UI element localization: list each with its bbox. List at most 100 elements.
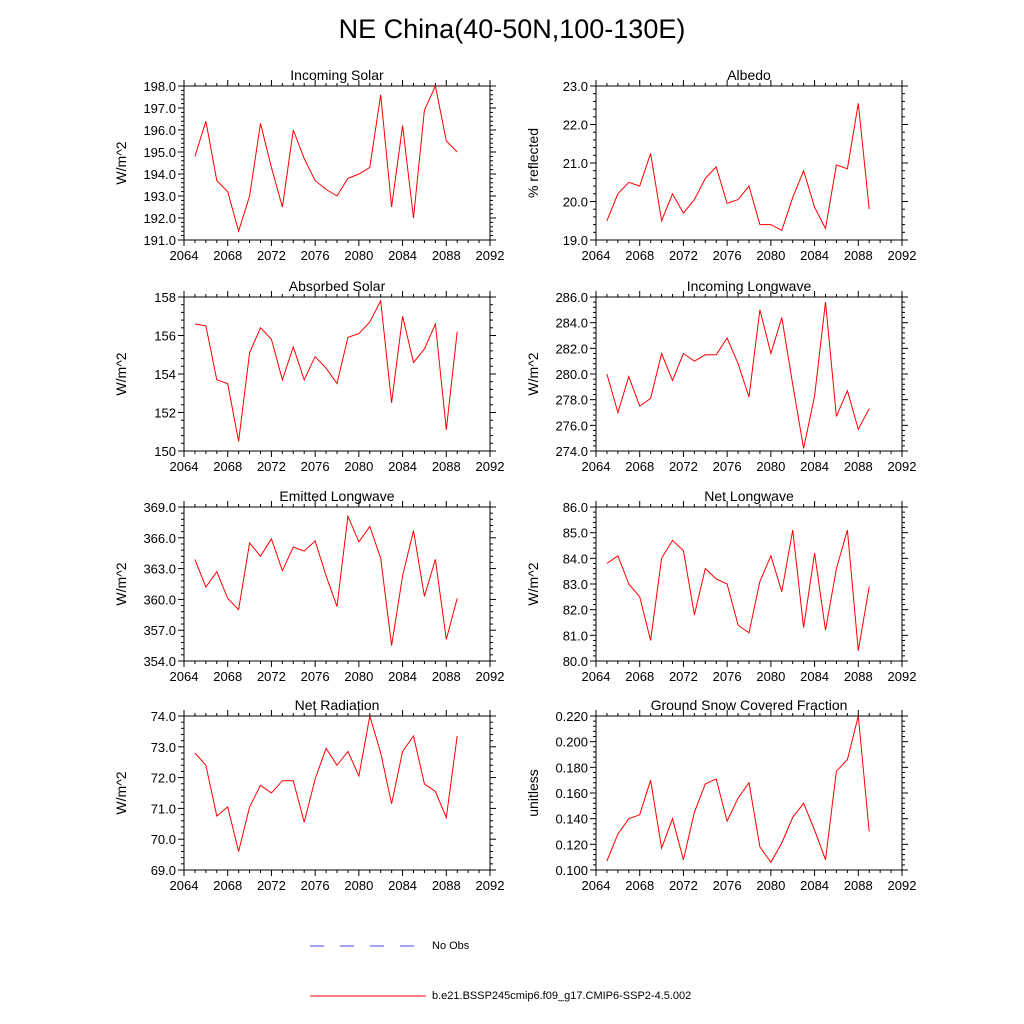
incoming-longwave-xtick-label: 2088 bbox=[844, 459, 873, 474]
incoming-solar-xtick-label: 2068 bbox=[213, 248, 242, 263]
legend-model-line bbox=[310, 995, 426, 997]
incoming-solar-ytick-label: 192.0 bbox=[143, 211, 176, 226]
net-longwave-ytick-label: 85.0 bbox=[563, 526, 588, 541]
net-radiation-panel: 2064 2068 2072 2076 2080 2084 2088 2092 69.0 70.0… bbox=[113, 697, 504, 893]
incoming-solar-ytick-label: 194.0 bbox=[143, 167, 176, 182]
incoming-solar-ytick-label: 195.0 bbox=[143, 145, 176, 160]
incoming-longwave-panel: 2064 2068 2072 2076 2080 2084 2088 2092 274.0 276… bbox=[525, 278, 916, 474]
page-title: NE China(40-50N,100-130E) bbox=[338, 14, 686, 44]
emitted-longwave-ytick-label: 357.0 bbox=[143, 623, 176, 638]
incoming-longwave-xtick-label: 2072 bbox=[669, 459, 698, 474]
incoming-longwave-xtick-label: 2092 bbox=[888, 459, 917, 474]
ground-snow-covered-fraction-ylabel: unitless bbox=[525, 769, 541, 816]
albedo-xtick-label: 2072 bbox=[669, 248, 698, 263]
emitted-longwave-xtick-label: 2072 bbox=[257, 669, 286, 684]
net-longwave-xtick-label: 2076 bbox=[713, 669, 742, 684]
emitted-longwave-ytick-label: 360.0 bbox=[143, 592, 176, 607]
net-radiation-ytick-label: 70.0 bbox=[151, 832, 176, 847]
emitted-longwave-ytick-label: 354.0 bbox=[143, 654, 176, 669]
albedo-xtick-label: 2092 bbox=[888, 248, 917, 263]
absorbed-solar-xtick-label: 2088 bbox=[432, 459, 461, 474]
absorbed-solar-panel: 2064 2068 2072 2076 2080 2084 2088 2092 150 152 15… bbox=[113, 278, 504, 474]
incoming-longwave-ytick-label: 278.0 bbox=[555, 393, 588, 408]
emitted-longwave-frame bbox=[183, 506, 491, 662]
absorbed-solar-xtick-label: 2080 bbox=[344, 459, 373, 474]
albedo-xtick-label: 2064 bbox=[582, 248, 611, 263]
ground-snow-covered-fraction-ytick-label: 0.160 bbox=[555, 786, 588, 801]
net-longwave-xtick-label: 2084 bbox=[800, 669, 829, 684]
emitted-longwave-ytick-label: 363.0 bbox=[143, 562, 176, 577]
incoming-solar-title: Incoming Solar bbox=[290, 67, 384, 83]
emitted-longwave-xtick-label: 2088 bbox=[432, 669, 461, 684]
incoming-solar-xtick-label: 2084 bbox=[388, 248, 417, 263]
incoming-longwave-xtick-label: 2064 bbox=[582, 459, 611, 474]
albedo-xtick-label: 2068 bbox=[625, 248, 654, 263]
incoming-longwave-ytick-label: 286.0 bbox=[555, 290, 588, 305]
net-radiation-ytick-label: 72.0 bbox=[151, 771, 176, 786]
ground-snow-covered-fraction-xtick-label: 2092 bbox=[888, 878, 917, 893]
net-longwave-xtick-label: 2072 bbox=[669, 669, 698, 684]
incoming-longwave-ytick-label: 284.0 bbox=[555, 316, 588, 331]
albedo-ylabel: % reflected bbox=[525, 128, 541, 198]
incoming-longwave-ytick-label: 280.0 bbox=[555, 367, 588, 382]
net-radiation-xtick-label: 2080 bbox=[344, 878, 373, 893]
ground-snow-covered-fraction-ytick-label: 0.200 bbox=[555, 735, 588, 750]
incoming-longwave-xtick-label: 2076 bbox=[713, 459, 742, 474]
incoming-solar-xtick-label: 2064 bbox=[170, 248, 199, 263]
net-radiation-ytick-label: 74.0 bbox=[151, 709, 176, 724]
net-radiation-xtick-label: 2064 bbox=[170, 878, 199, 893]
incoming-longwave-ytick-label: 274.0 bbox=[555, 444, 588, 459]
ground-snow-covered-fraction-ytick-label: 0.180 bbox=[555, 760, 588, 775]
legend-model-label: b.e21.BSSP245cmip6.f09_g17.CMIP6-SSP2-4.… bbox=[432, 990, 692, 1002]
incoming-longwave-xtick-label: 2068 bbox=[625, 459, 654, 474]
albedo-series-line bbox=[606, 103, 870, 232]
absorbed-solar-xtick-label: 2064 bbox=[170, 459, 199, 474]
net-longwave-ytick-label: 81.0 bbox=[563, 628, 588, 643]
legend-obs-label: No Obs bbox=[432, 940, 470, 952]
net-longwave-ytick-label: 84.0 bbox=[563, 551, 588, 566]
incoming-longwave-frame bbox=[595, 296, 903, 452]
emitted-longwave-ytick-label: 369.0 bbox=[143, 500, 176, 515]
incoming-solar-xtick-label: 2072 bbox=[257, 248, 286, 263]
ground-snow-covered-fraction-xtick-label: 2088 bbox=[844, 878, 873, 893]
incoming-solar-series-line bbox=[194, 84, 458, 233]
absorbed-solar-ytick-label: 152 bbox=[154, 406, 176, 421]
net-radiation-title: Net Radiation bbox=[295, 697, 380, 713]
absorbed-solar-xtick-label: 2076 bbox=[301, 459, 330, 474]
net-longwave-xtick-label: 2080 bbox=[756, 669, 785, 684]
legend-obs-line bbox=[310, 945, 426, 947]
ground-snow-covered-fraction-xtick-label: 2076 bbox=[713, 878, 742, 893]
albedo-xtick-label: 2076 bbox=[713, 248, 742, 263]
incoming-solar-frame bbox=[183, 85, 491, 241]
incoming-longwave-ytick-label: 276.0 bbox=[555, 418, 588, 433]
incoming-longwave-xtick-label: 2084 bbox=[800, 459, 829, 474]
net-longwave-xtick-label: 2068 bbox=[625, 669, 654, 684]
incoming-solar-xtick-label: 2088 bbox=[432, 248, 461, 263]
net-longwave-ytick-label: 83.0 bbox=[563, 577, 588, 592]
absorbed-solar-ytick-label: 156 bbox=[154, 329, 176, 344]
albedo-frame bbox=[595, 85, 903, 241]
absorbed-solar-ylabel: W/m^2 bbox=[113, 352, 129, 395]
ground-snow-covered-fraction-xtick-label: 2064 bbox=[582, 878, 611, 893]
net-longwave-ytick-label: 82.0 bbox=[563, 603, 588, 618]
net-radiation-ytick-label: 71.0 bbox=[151, 801, 176, 816]
ground-snow-covered-fraction-xtick-label: 2084 bbox=[800, 878, 829, 893]
albedo-ytick-label: 22.0 bbox=[563, 118, 588, 133]
net-longwave-xtick-label: 2092 bbox=[888, 669, 917, 684]
net-longwave-panel: 2064 2068 2072 2076 2080 2084 2088 2092 80.0 81.0… bbox=[525, 488, 916, 684]
albedo-xtick-label: 2088 bbox=[844, 248, 873, 263]
net-radiation-ytick-label: 73.0 bbox=[151, 740, 176, 755]
absorbed-solar-xtick-label: 2084 bbox=[388, 459, 417, 474]
ground-snow-covered-fraction-ytick-label: 0.140 bbox=[555, 812, 588, 827]
albedo-xtick-label: 2084 bbox=[800, 248, 829, 263]
absorbed-solar-ytick-label: 154 bbox=[154, 367, 176, 382]
net-radiation-xtick-label: 2072 bbox=[257, 878, 286, 893]
albedo-ytick-label: 20.0 bbox=[563, 195, 588, 210]
net-longwave-xtick-label: 2064 bbox=[582, 669, 611, 684]
emitted-longwave-xtick-label: 2084 bbox=[388, 669, 417, 684]
net-radiation-series-line bbox=[194, 715, 458, 852]
net-longwave-ylabel: W/m^2 bbox=[525, 562, 541, 605]
absorbed-solar-ytick-label: 150 bbox=[154, 444, 176, 459]
net-longwave-ytick-label: 80.0 bbox=[563, 654, 588, 669]
